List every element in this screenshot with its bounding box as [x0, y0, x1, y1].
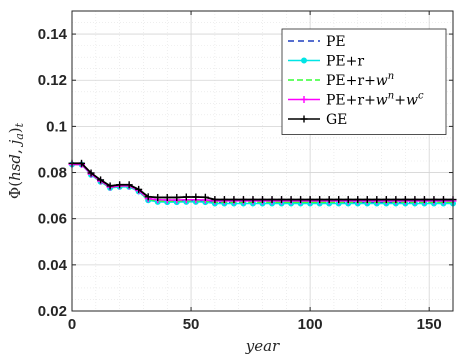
data-point: [239, 196, 247, 204]
data-point: [401, 196, 409, 204]
legend-label: PE+r: [326, 54, 364, 70]
data-point: [230, 196, 238, 204]
data-point: [249, 196, 257, 204]
y-tick-label: 0.12: [38, 72, 67, 89]
axes-frame: [71, 10, 454, 312]
data-point: [144, 193, 152, 201]
data-point: [335, 196, 343, 204]
legend-entry: PE+r+wn+wc: [288, 91, 424, 109]
data-point: [125, 181, 133, 189]
y-tick-label: 0.04: [38, 257, 68, 274]
data-point: [430, 196, 438, 204]
data-point: [411, 196, 419, 204]
y-tick-label: 0.1: [46, 118, 67, 135]
y-tick-label: 0.14: [38, 26, 68, 43]
data-point: [182, 193, 190, 201]
data-point: [97, 176, 105, 184]
y-tick-label: 0.08: [38, 165, 67, 182]
data-point: [192, 193, 200, 201]
data-point: [363, 196, 371, 204]
data-point: [78, 159, 86, 167]
legend-entry: PE+r+wn: [288, 71, 394, 89]
tick-marks: [71, 11, 453, 312]
data-point: [306, 196, 314, 204]
legend-label: PE: [326, 34, 346, 50]
data-point: [420, 196, 428, 204]
y-axis-label: Φ(hsd, ja)t: [6, 122, 26, 199]
data-point: [87, 169, 95, 177]
x-tick-label: 0: [68, 316, 76, 333]
data-point: [373, 196, 381, 204]
data-point: [173, 193, 181, 201]
legend-entry: PE: [288, 34, 346, 50]
legend-label: PE+r+wn: [326, 71, 394, 89]
y-tick-label: 0.06: [38, 211, 67, 228]
series-GE: [68, 159, 457, 204]
legend: PE PE+rPE+r+wn PE+r+wn+wc GE: [281, 28, 447, 135]
data-point: [154, 193, 162, 201]
x-axis-label: year: [245, 337, 280, 355]
data-point: [344, 196, 352, 204]
y-tick-label: 0.02: [38, 303, 67, 320]
tick-labels: 0 50 100 150 0.02 0.04 0.06 0.08 0.1 0.12 0.14: [38, 26, 442, 333]
legend-entry: PE+r: [288, 54, 364, 70]
data-point: [163, 193, 171, 201]
minor-grid: [72, 10, 454, 311]
data-point: [392, 196, 400, 204]
data-point: [201, 193, 209, 201]
data-point: [259, 196, 266, 204]
data-point: [325, 196, 333, 204]
legend-label: PE+r+wn+wc: [326, 91, 424, 109]
data-point: [268, 196, 276, 204]
data-point: [439, 196, 447, 204]
legend-box: [281, 28, 447, 135]
legend-marker: [300, 115, 308, 123]
data-point: [116, 181, 124, 189]
legend-label: GE: [326, 112, 347, 128]
data-point: [354, 196, 362, 204]
legend-marker: [300, 96, 308, 103]
data-point: [106, 182, 114, 190]
series-layer: [68, 159, 457, 207]
x-tick-label: 150: [417, 316, 442, 333]
data-point: [135, 185, 143, 193]
x-tick-label: 50: [183, 316, 200, 333]
x-tick-label: 100: [298, 316, 323, 333]
legend-entry: GE: [288, 112, 347, 128]
data-point: [287, 196, 295, 204]
data-point: [220, 196, 228, 204]
data-point: [297, 196, 305, 204]
data-point: [211, 196, 219, 204]
data-point: [278, 196, 286, 204]
data-point: [316, 196, 324, 204]
legend-marker: [300, 57, 307, 64]
data-point: [382, 196, 390, 204]
